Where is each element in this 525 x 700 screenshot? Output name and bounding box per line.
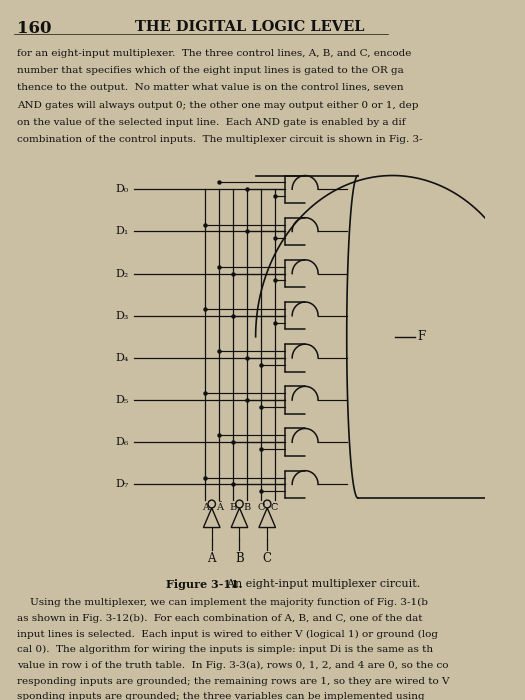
Text: D₄: D₄	[115, 353, 129, 363]
Text: F: F	[417, 330, 425, 343]
Text: D₂: D₂	[116, 269, 129, 279]
Text: 160: 160	[17, 20, 51, 36]
Text: as shown in Fig. 3-12(b).  For each combination of A, B, and C, one of the dat: as shown in Fig. 3-12(b). For each combi…	[17, 614, 422, 623]
Text: D₆: D₆	[115, 438, 129, 447]
Text: C: C	[257, 503, 265, 512]
Text: on the value of the selected input line.  Each AND gate is enabled by a dif: on the value of the selected input line.…	[17, 118, 405, 127]
Text: A: A	[207, 552, 216, 565]
Text: A: A	[202, 503, 209, 512]
Text: D₀: D₀	[116, 184, 129, 194]
Text: number that specifies which of the eight input lines is gated to the OR ga: number that specifies which of the eight…	[17, 66, 403, 75]
Text: Figure 3-11.: Figure 3-11.	[166, 578, 243, 589]
Text: responding inputs are grounded; the remaining rows are 1, so they are wired to V: responding inputs are grounded; the rema…	[17, 677, 449, 685]
Text: C: C	[262, 552, 272, 565]
Text: B̄: B̄	[243, 503, 250, 512]
Text: D₇: D₇	[115, 480, 129, 489]
Text: Using the multiplexer, we can implement the majority function of Fig. 3-1(b: Using the multiplexer, we can implement …	[17, 598, 428, 608]
Text: B: B	[229, 503, 237, 512]
Text: input lines is selected.  Each input is wired to either V⁣⁣ (logical 1) or groun: input lines is selected. Each input is w…	[17, 629, 438, 638]
Text: combination of the control inputs.  The multiplexer circuit is shown in Fig. 3-: combination of the control inputs. The m…	[17, 135, 422, 143]
Text: thence to the output.  No matter what value is on the control lines, seven: thence to the output. No matter what val…	[17, 83, 403, 92]
Text: C̄: C̄	[271, 503, 278, 512]
Text: for an eight-input multiplexer.  The three control lines, A, B, and C, encode: for an eight-input multiplexer. The thre…	[17, 49, 411, 58]
Text: D₃: D₃	[115, 311, 129, 321]
Text: sponding inputs are grounded; the three variables can be implemented using: sponding inputs are grounded; the three …	[17, 692, 424, 700]
Text: D₁: D₁	[116, 226, 129, 237]
Text: Ā: Ā	[216, 503, 223, 512]
Text: B: B	[235, 552, 244, 565]
Text: An eight-input multiplexer circuit.: An eight-input multiplexer circuit.	[220, 578, 421, 589]
Text: value in row i of the truth table.  In Fig. 3-3(a), rows 0, 1, 2, and 4 are 0, s: value in row i of the truth table. In Fi…	[17, 661, 448, 670]
Text: THE DIGITAL LOGIC LEVEL: THE DIGITAL LOGIC LEVEL	[135, 20, 364, 34]
Text: AND gates will always output 0; the other one may output either 0 or 1, dep: AND gates will always output 0; the othe…	[17, 101, 418, 109]
Text: cal 0).  The algorithm for wiring the inputs is simple: input Di is the same as : cal 0). The algorithm for wiring the inp…	[17, 645, 433, 654]
Text: D₅: D₅	[116, 395, 129, 405]
